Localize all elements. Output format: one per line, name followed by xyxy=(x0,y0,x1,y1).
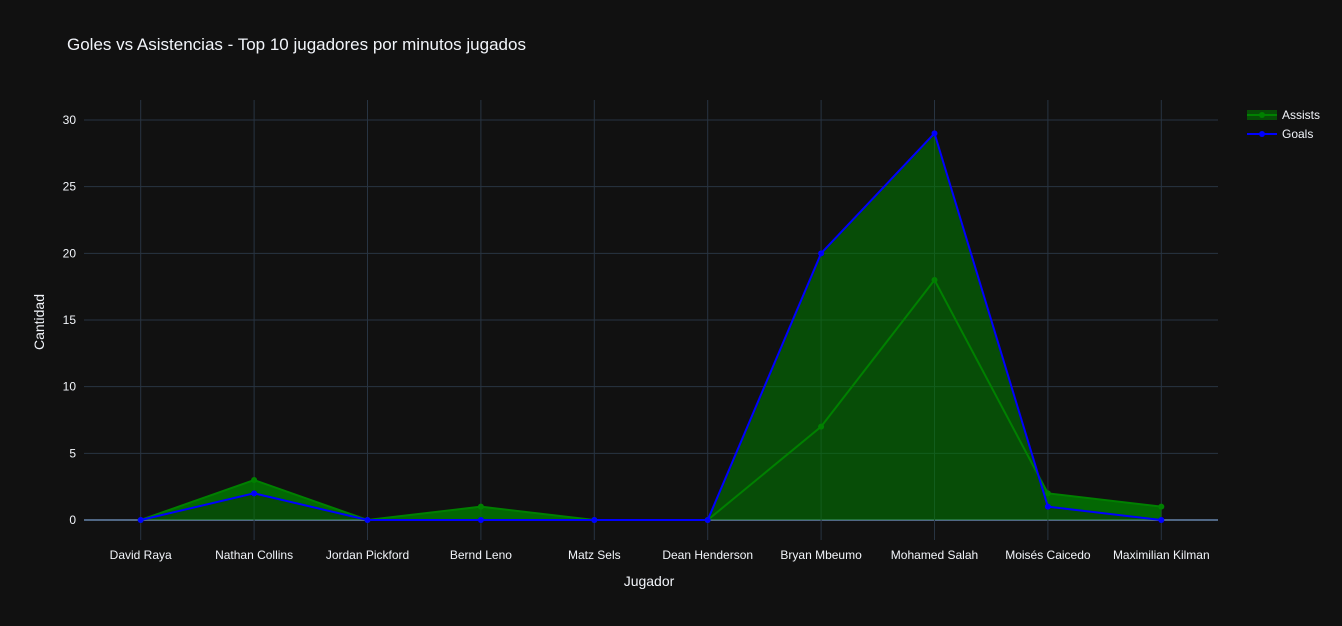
y-tick-label: 25 xyxy=(63,180,77,194)
goals-point[interactable] xyxy=(931,130,938,137)
chart-title: Goles vs Asistencias - Top 10 jugadores … xyxy=(67,35,526,54)
assists-point[interactable] xyxy=(1158,503,1165,510)
goals-point[interactable] xyxy=(1044,503,1051,510)
x-tick-label: Nathan Collins xyxy=(215,548,293,562)
x-tick-label: Mohamed Salah xyxy=(891,548,978,562)
legend[interactable]: Assists Goals xyxy=(1247,108,1320,141)
goals-point[interactable] xyxy=(477,517,484,523)
goals-point[interactable] xyxy=(704,517,711,523)
x-tick-label: Moisés Caicedo xyxy=(1005,548,1091,562)
goals-point[interactable] xyxy=(818,250,825,257)
legend-marker-goals xyxy=(1259,131,1265,137)
goals-area xyxy=(140,133,1162,521)
goals-point[interactable] xyxy=(591,517,598,523)
x-axis-title: Jugador xyxy=(624,573,675,589)
legend-marker-assists xyxy=(1259,112,1265,118)
point-layer xyxy=(137,130,1165,523)
x-tick-label: Matz Sels xyxy=(568,548,621,562)
legend-item-assists[interactable]: Assists xyxy=(1247,108,1320,122)
x-axis-ticks: David Raya Nathan Collins Jordan Pickford B… xyxy=(110,548,1210,562)
y-tick-label: 20 xyxy=(63,246,77,260)
legend-label-goals: Goals xyxy=(1282,127,1313,141)
x-tick-label: Bryan Mbeumo xyxy=(780,548,862,562)
y-tick-label: 30 xyxy=(63,113,77,127)
legend-label-assists: Assists xyxy=(1282,108,1320,122)
y-axis-title: Cantidad xyxy=(31,294,47,350)
legend-item-goals[interactable]: Goals xyxy=(1247,127,1313,141)
fill-layer xyxy=(140,133,1162,521)
y-tick-label: 0 xyxy=(69,513,76,527)
y-axis-ticks: 0 5 10 15 20 25 30 xyxy=(63,113,77,527)
x-tick-label: Maximilian Kilman xyxy=(1113,548,1210,562)
goals-point[interactable] xyxy=(364,517,371,523)
assists-point[interactable] xyxy=(1044,490,1051,497)
assists-point[interactable] xyxy=(931,277,938,283)
y-tick-label: 15 xyxy=(63,313,77,327)
line-layer xyxy=(140,131,1162,522)
assists-area xyxy=(140,280,1162,520)
goals-point[interactable] xyxy=(251,490,258,497)
goals-point[interactable] xyxy=(1158,517,1165,523)
assists-point[interactable] xyxy=(251,477,258,483)
x-tick-label: David Raya xyxy=(110,548,172,562)
assists-point[interactable] xyxy=(818,423,825,430)
y-tick-label: 10 xyxy=(63,380,77,394)
x-tick-label: Bernd Leno xyxy=(450,548,512,562)
x-tick-label: Jordan Pickford xyxy=(326,548,409,562)
assists-point[interactable] xyxy=(477,503,484,510)
goals-line xyxy=(140,131,1162,521)
goals-point[interactable] xyxy=(137,517,144,523)
x-tick-label: Dean Henderson xyxy=(662,548,753,562)
y-tick-label: 5 xyxy=(69,446,76,460)
